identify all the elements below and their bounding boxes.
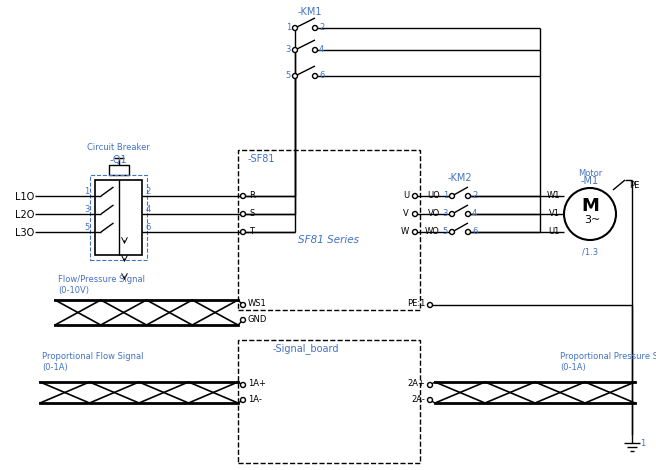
Circle shape (413, 229, 417, 235)
Text: M: M (581, 197, 599, 215)
Circle shape (312, 73, 318, 78)
Text: U: U (403, 190, 409, 199)
Text: U1: U1 (548, 227, 560, 235)
Text: V: V (403, 209, 409, 218)
Text: 1A+: 1A+ (248, 379, 266, 389)
Text: 3: 3 (443, 209, 448, 218)
Text: T: T (249, 227, 254, 235)
Text: 2: 2 (319, 23, 324, 31)
Circle shape (413, 194, 417, 198)
Text: L1O: L1O (15, 192, 35, 202)
Text: 1: 1 (286, 23, 291, 31)
Text: Circuit Breaker: Circuit Breaker (87, 143, 150, 152)
Text: 2A-: 2A- (411, 394, 425, 404)
Text: 3: 3 (85, 204, 90, 213)
Text: -M1: -M1 (581, 176, 599, 186)
Text: 6: 6 (146, 222, 151, 232)
Text: L3O: L3O (15, 228, 35, 238)
Text: 5: 5 (286, 70, 291, 79)
Bar (108, 165, 129, 175)
Circle shape (293, 73, 298, 78)
Text: W1: W1 (546, 190, 560, 199)
Circle shape (312, 25, 318, 31)
Circle shape (241, 383, 245, 387)
Text: -SF81: -SF81 (248, 154, 276, 164)
Circle shape (466, 229, 470, 235)
Bar (238, 340, 420, 463)
Text: 5: 5 (85, 222, 90, 232)
Text: GND: GND (248, 314, 268, 323)
Text: 4: 4 (472, 209, 478, 218)
Text: 1: 1 (443, 190, 448, 199)
Text: -KM1: -KM1 (298, 7, 322, 17)
Circle shape (466, 194, 470, 198)
Circle shape (413, 212, 417, 217)
Circle shape (449, 212, 455, 217)
Circle shape (449, 229, 455, 235)
Text: W: W (401, 227, 409, 235)
Text: 4: 4 (319, 45, 324, 54)
Text: -Signal_board: -Signal_board (273, 344, 340, 354)
Circle shape (293, 25, 298, 31)
Text: PE:1: PE:1 (407, 299, 425, 308)
Text: Proportional Pressure Signal
(0-1A): Proportional Pressure Signal (0-1A) (560, 352, 656, 372)
Circle shape (241, 229, 245, 235)
Text: 4: 4 (146, 204, 151, 213)
Text: 5: 5 (443, 227, 448, 235)
Text: -KM2: -KM2 (447, 173, 472, 183)
Text: V1: V1 (549, 209, 560, 218)
Text: Motor: Motor (578, 169, 602, 178)
Text: /1.3: /1.3 (582, 248, 598, 257)
Text: 3: 3 (285, 45, 291, 54)
Text: 1A-: 1A- (248, 394, 262, 404)
Text: 2: 2 (146, 187, 151, 196)
Text: -Q1: -Q1 (110, 155, 127, 165)
Circle shape (428, 383, 432, 387)
Circle shape (241, 318, 245, 322)
Text: L2O: L2O (15, 210, 35, 220)
Bar (95, 180, 142, 255)
Circle shape (428, 303, 432, 307)
Text: VO: VO (428, 209, 440, 218)
Text: 6: 6 (472, 227, 478, 235)
Circle shape (312, 47, 318, 53)
Text: 6: 6 (319, 70, 324, 79)
Text: Flow/Pressure Signal
(0-10V): Flow/Pressure Signal (0-10V) (58, 275, 145, 295)
Text: 3~: 3~ (584, 215, 600, 225)
Bar (238, 150, 420, 310)
Circle shape (293, 47, 298, 53)
Circle shape (241, 303, 245, 307)
Text: 2: 2 (472, 190, 478, 199)
Circle shape (241, 398, 245, 402)
Circle shape (466, 212, 470, 217)
Text: 2A+: 2A+ (407, 379, 425, 389)
Text: PE: PE (629, 181, 640, 190)
Text: SF81 Series: SF81 Series (298, 235, 359, 245)
Text: UO: UO (427, 190, 440, 199)
Circle shape (428, 398, 432, 402)
Circle shape (449, 194, 455, 198)
Circle shape (241, 212, 245, 217)
Text: Proportional Flow Signal
(0-1A): Proportional Flow Signal (0-1A) (42, 352, 144, 372)
Circle shape (241, 194, 245, 198)
Text: WS1: WS1 (248, 299, 267, 308)
Circle shape (564, 188, 616, 240)
Text: S: S (249, 209, 255, 218)
Text: WO: WO (425, 227, 440, 235)
Bar (90, 175, 147, 260)
Text: 1: 1 (640, 439, 646, 447)
Text: R: R (249, 190, 255, 199)
Text: 1: 1 (85, 187, 90, 196)
